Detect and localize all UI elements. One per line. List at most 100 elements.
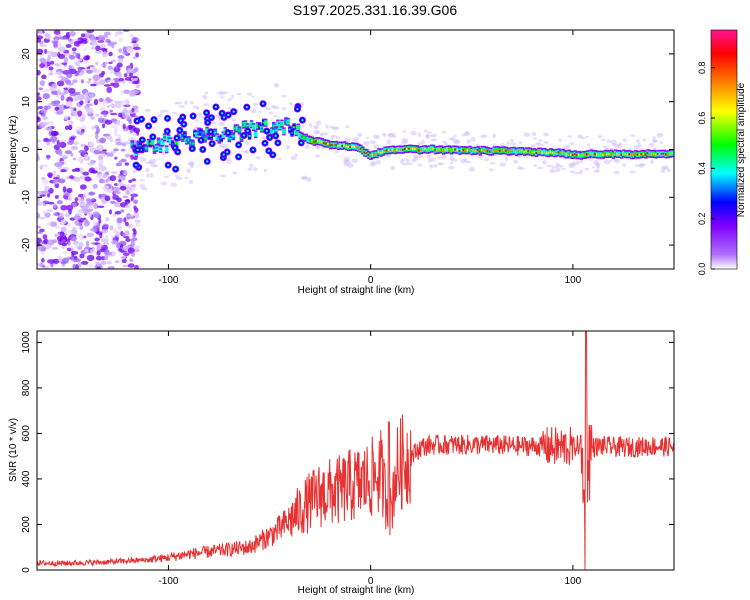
spectrogram-noise-cell (78, 233, 84, 241)
spectrogram-noise-cell (95, 113, 100, 117)
spectrogram-ridge-core (290, 131, 294, 134)
spectrogram-blob-core (182, 123, 185, 126)
spectrogram-noise-cell (55, 110, 64, 115)
spectrogram-ridge-core (515, 151, 518, 154)
spectrogram-halo-cell (557, 164, 564, 168)
spectrogram-noise-cell (71, 79, 78, 84)
spectrogram-halo-cell (247, 167, 253, 171)
spectrogram-ridge-core (424, 148, 427, 151)
spectrogram-noise-cell (125, 199, 131, 204)
spectrogram-noise-cell (131, 108, 135, 113)
spectrogram-halo-cell (597, 135, 603, 139)
spectrogram-noise-cell (93, 149, 101, 155)
spectrogram-halo-cell (429, 157, 436, 162)
spectrogram-halo-cell (518, 141, 523, 145)
spectrogram-ridge-core (660, 152, 664, 155)
spectrogram-noise-cell (44, 48, 48, 54)
spectrogram-ridge-core (557, 151, 561, 154)
spectrogram-ridge-core (596, 153, 599, 156)
spectrogram-noise-cell (96, 250, 101, 256)
spectrogram-ridge-core (513, 149, 516, 152)
spectrogram-ridge-core (414, 147, 417, 150)
spectrogram-ridge-core (292, 126, 296, 129)
spectrogram-halo-cell (145, 167, 150, 173)
spectrogram-noise-cell (124, 77, 132, 81)
spectrogram-halo-cell (504, 156, 509, 162)
spectrogram-blob-core (147, 124, 150, 128)
spectrogram-ridge-core (195, 133, 199, 136)
spectrogram-halo-cell (420, 140, 426, 145)
spectrogram-halo-cell (192, 105, 199, 109)
spectrogram-noise-cell (82, 171, 90, 176)
spectrogram-halo-cell (438, 162, 445, 166)
spectrogram-noise-cell (101, 228, 109, 234)
spectrogram-noise-cell (59, 141, 67, 148)
spectrogram-noise-cell (100, 260, 107, 265)
spectrogram-noise-cell (68, 54, 76, 60)
spectrogram-ridge-core (349, 145, 352, 148)
spectrogram-ridge-core (612, 153, 615, 156)
spectrogram-ridge-core (428, 148, 431, 151)
colorbar-gradient (710, 29, 738, 270)
spectrogram-ridge-core (309, 139, 312, 142)
spectrogram-halo-cell (443, 142, 449, 145)
spectrogram-noise-cell (73, 40, 82, 47)
spectrogram-noise-cell (41, 190, 50, 195)
spectrogram-ridge-core (387, 149, 391, 152)
spectrogram-noise-cell (73, 215, 81, 221)
spectrogram-ridge-core (296, 126, 300, 129)
spectrogram-blob-core (232, 110, 235, 113)
spectrogram-noise-cell (131, 89, 140, 94)
spectrogram-halo-cell (402, 130, 407, 134)
spectrogram-halo-cell (561, 167, 566, 170)
spectrogram-noise-cell (92, 221, 98, 227)
spectrogram-ridge-core (614, 152, 617, 155)
spectrogram-noise-cell (123, 104, 131, 107)
spectrogram-halo-cell (139, 183, 146, 188)
spectrogram-noise-cell (38, 87, 43, 91)
spectrogram-noise-cell (113, 148, 119, 152)
spectrogram-blob-core (237, 143, 240, 147)
spectrogram-halo-cell (273, 82, 280, 88)
spectrogram-halo-cell (231, 118, 237, 122)
spectrogram-noise-cell (109, 109, 113, 113)
spectrogram-noise-cell (50, 130, 59, 137)
spectrogram-blob-core (265, 129, 268, 133)
spectrogram-halo-cell (510, 142, 516, 146)
colorbar-ticks: 0.0 0.2 0.4 0.6 0.8 (697, 61, 715, 275)
spectrogram-ridge-core (151, 141, 154, 144)
spectrogram-halo-cell (149, 173, 154, 178)
spectrogram-halo-cell (613, 170, 620, 175)
spectrogram-noise-cell (72, 226, 77, 233)
spectrogram-halo-cell (219, 174, 227, 178)
spectrogram-noise-cell (88, 263, 94, 269)
spectrogram-halo-cell (184, 176, 189, 179)
spectrogram-halo-cell (170, 182, 178, 187)
spectrogram-noise-cell (101, 51, 108, 58)
spectrogram-halo-cell (433, 163, 438, 168)
spectrogram-noise-cell (99, 107, 107, 111)
spectrogram-halo-cell (523, 132, 531, 137)
spectrogram-halo-cell (153, 164, 159, 168)
spectrogram-noise-cell (49, 86, 54, 92)
spectrogram-noise-cell (132, 46, 141, 50)
spectrogram-noise-cell (111, 171, 118, 175)
spectrogram-halo-cell (423, 129, 428, 133)
spectrogram-noise-cell (88, 65, 95, 68)
spectrogram-noise-cell (49, 60, 55, 65)
spectrogram-noise-cell (66, 247, 72, 252)
spectrogram-halo-cell (596, 169, 600, 172)
spectrogram-ridge-core (408, 147, 411, 150)
spectrogram-noise-cell (83, 56, 90, 61)
spectrogram-noise-cell (47, 193, 51, 198)
spectrogram-halo-cell (402, 163, 408, 166)
spectrogram-ridge-core (345, 145, 348, 148)
spectrogram-blob-core (222, 116, 226, 119)
spectrogram-halo-cell (175, 174, 179, 178)
spectrogram-noise-cell (40, 164, 49, 168)
spectrogram-noise-cell (106, 79, 115, 83)
spectrogram-halo-cell (441, 140, 447, 144)
spectrogram-halo-cell (440, 154, 447, 160)
spectrogram-noise-cell (54, 225, 61, 230)
spectrogram-noise-cell (42, 116, 48, 120)
